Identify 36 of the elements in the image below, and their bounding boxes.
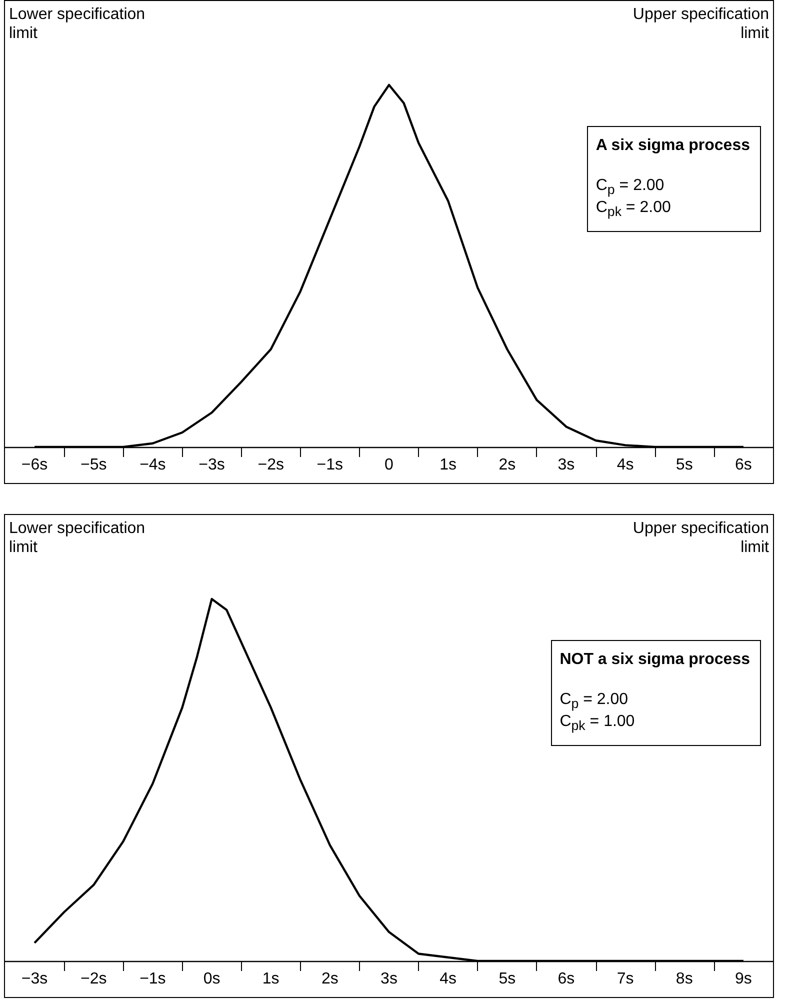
- x-tick-label: 8s: [676, 970, 693, 988]
- annotation: C$_{pk}$ = 1.00: [560, 713, 636, 736]
- text: Lower specification limit: [9, 519, 146, 557]
- x-tick-label: 3s: [380, 970, 398, 988]
- x-tick-label: −4s: [140, 456, 166, 474]
- x-tick-label: 0: [384, 456, 394, 474]
- x-tick-label: 0s: [203, 970, 220, 988]
- x-tick-label: −1s: [140, 970, 166, 988]
- x-tick-label: 9s: [735, 970, 752, 988]
- x-tick-label: 5s: [676, 456, 693, 474]
- x-tick-label: −5s: [80, 456, 107, 474]
- x-tick-label: −6s: [21, 456, 48, 474]
- x-tick-label: −2s: [258, 456, 284, 474]
- x-tick-label: −3s: [21, 970, 48, 988]
- x-tick-label: −2s: [80, 970, 107, 988]
- annotation: NOT a six sigma process: [560, 651, 750, 669]
- x-tick-label: 4s: [616, 456, 634, 474]
- x-tick-label: −3s: [198, 456, 225, 474]
- annotation: A six sigma process: [596, 137, 750, 155]
- x-tick-label: −1s: [316, 456, 344, 474]
- annotation: C$_{p}$ = 2.00: [596, 177, 666, 200]
- x-tick-label: 1s: [262, 970, 280, 988]
- x-tick-label: 7s: [616, 970, 634, 988]
- x-tick-label: 4s: [440, 970, 457, 988]
- x-tick-label: 6s: [558, 970, 575, 988]
- annotation: C$_{pk}$ = 2.00: [596, 199, 672, 222]
- text: Upper specification limit: [632, 519, 769, 557]
- text: Lower specification limit: [9, 5, 146, 43]
- annotation: C$_{p}$ = 2.00: [560, 691, 630, 714]
- x-tick-label: 2s: [321, 970, 338, 988]
- x-tick-label: 6s: [735, 456, 752, 474]
- x-tick-label: 2s: [498, 456, 516, 474]
- x-tick-label: 5s: [498, 970, 516, 988]
- text: Upper specification limit: [632, 5, 769, 43]
- x-tick-label: 3s: [558, 456, 575, 474]
- x-tick-label: 1s: [440, 456, 457, 474]
